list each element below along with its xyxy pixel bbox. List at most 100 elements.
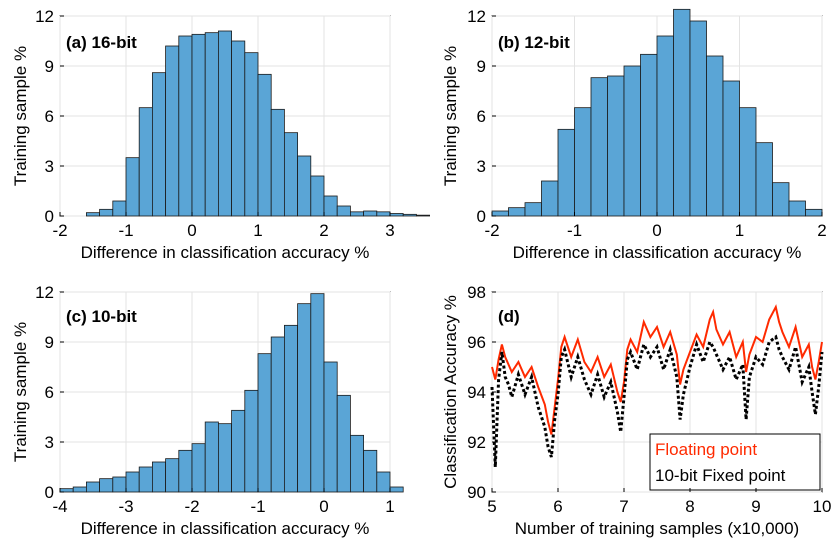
legend-box bbox=[649, 433, 821, 491]
x-tick-label-a: 1 bbox=[253, 221, 262, 240]
x-tick-label-c: -2 bbox=[184, 497, 199, 516]
x-axis-label-d: Number of training samples (x10,000) bbox=[515, 519, 799, 538]
y-tick-label-c: 6 bbox=[45, 383, 54, 402]
y-tick-label-d: 94 bbox=[467, 383, 486, 402]
histogram-bar-c bbox=[165, 458, 180, 493]
y-tick-label-a: 3 bbox=[45, 157, 54, 176]
x-tick-label-b: -2 bbox=[484, 221, 499, 240]
plot-layer-a bbox=[59, 15, 430, 217]
x-tick-label-a: 3 bbox=[385, 221, 394, 240]
histogram-bar-a bbox=[217, 30, 232, 217]
x-axis-label-b: Difference in classification accuracy % bbox=[513, 243, 802, 262]
histogram-bar-c bbox=[270, 336, 285, 493]
x-tick-label-b: -1 bbox=[567, 221, 582, 240]
x-tick-label-b: 2 bbox=[817, 221, 826, 240]
histogram-bar-b bbox=[640, 53, 658, 217]
histogram-bar-a bbox=[191, 33, 206, 217]
x-tick-label-d: 8 bbox=[685, 497, 694, 516]
x-tick-label-d: 6 bbox=[553, 497, 562, 516]
x-tick-label-d: 7 bbox=[619, 497, 628, 516]
histogram-bar-c bbox=[336, 394, 351, 493]
histogram-bar-a bbox=[376, 211, 391, 217]
y-axis-label-b: Training sample % bbox=[441, 46, 460, 186]
histogram-bar-c bbox=[231, 409, 246, 493]
histogram-bar-c bbox=[257, 353, 272, 493]
histogram-bar-c bbox=[389, 486, 404, 493]
y-tick-label-a: 6 bbox=[45, 107, 54, 126]
histogram-bar-c bbox=[191, 443, 206, 493]
histogram-bar-c bbox=[310, 293, 325, 493]
histogram-bar-c bbox=[72, 486, 87, 493]
histogram-bar-c bbox=[363, 449, 378, 493]
histogram-bar-a bbox=[297, 155, 312, 217]
y-axis-label-c: Training sample % bbox=[11, 322, 30, 462]
histogram-bar-b bbox=[722, 80, 740, 217]
histogram-bar-a bbox=[151, 72, 166, 217]
histogram-bar-a bbox=[125, 157, 140, 217]
histogram-bar-b bbox=[607, 75, 625, 217]
histogram-bar-a bbox=[138, 107, 153, 217]
histogram-bar-b bbox=[739, 107, 757, 217]
x-tick-label-a: 0 bbox=[187, 221, 196, 240]
panel-b: (b) 12-bit Difference in classification … bbox=[441, 7, 827, 262]
legend-entry-fixed: 10-bit Fixed point bbox=[655, 466, 786, 485]
panel-label-d: (d) bbox=[498, 307, 520, 326]
histogram-bar-a bbox=[99, 208, 114, 217]
histogram-bar-b bbox=[541, 180, 559, 217]
y-tick-label-b: 9 bbox=[477, 57, 486, 76]
histogram-bar-c bbox=[204, 421, 219, 493]
x-tick-label-c: 0 bbox=[319, 497, 328, 516]
x-tick-label-d: 9 bbox=[751, 497, 760, 516]
histogram-bar-c bbox=[151, 461, 166, 493]
histogram-bar-a bbox=[257, 73, 272, 217]
y-tick-label-c: 3 bbox=[45, 433, 54, 452]
histogram-bar-b bbox=[524, 202, 542, 217]
panel-c: (c) 10-bit Difference in classification … bbox=[11, 283, 404, 538]
x-tick-label-b: 0 bbox=[652, 221, 661, 240]
histogram-bar-c bbox=[99, 478, 114, 493]
histogram-bar-c bbox=[349, 434, 364, 493]
histogram-bar-a bbox=[389, 213, 404, 217]
histogram-bar-a bbox=[349, 211, 364, 217]
histogram-bar-b bbox=[590, 77, 608, 217]
y-axis-label-a: Training sample % bbox=[11, 46, 30, 186]
histogram-bar-b bbox=[656, 35, 674, 217]
y-tick-label-a: 9 bbox=[45, 57, 54, 76]
histogram-bar-c bbox=[86, 481, 101, 493]
panel-label-b: (b) 12-bit bbox=[498, 33, 570, 52]
panel-label-c: (c) 10-bit bbox=[66, 307, 137, 326]
y-tick-label-d: 90 bbox=[467, 483, 486, 502]
x-tick-label-a: 2 bbox=[319, 221, 328, 240]
y-tick-label-c: 9 bbox=[45, 333, 54, 352]
x-tick-label-b: 1 bbox=[735, 221, 744, 240]
series-line-fixed-point bbox=[490, 334, 824, 468]
histogram-bar-b bbox=[574, 107, 592, 217]
histogram-bar-b bbox=[623, 65, 641, 217]
histogram-bar-a bbox=[231, 40, 246, 217]
histogram-bar-b bbox=[772, 182, 790, 217]
histogram-bar-c bbox=[178, 449, 193, 493]
histogram-bar-a bbox=[402, 213, 417, 217]
y-tick-label-d: 96 bbox=[467, 333, 486, 352]
histogram-bar-a bbox=[283, 132, 298, 217]
x-tick-label-c: -4 bbox=[52, 497, 67, 516]
panel-d: (d) Number of training samples (x10,000)… bbox=[441, 283, 831, 538]
y-tick-label-a: 12 bbox=[35, 7, 54, 26]
histogram-bar-c bbox=[217, 423, 232, 493]
histogram-bar-b bbox=[755, 142, 773, 217]
x-tick-label-a: -1 bbox=[118, 221, 133, 240]
histogram-bar-c bbox=[376, 471, 391, 493]
x-tick-label-a: -2 bbox=[52, 221, 67, 240]
histogram-bar-b bbox=[508, 207, 526, 217]
x-tick-label-c: -3 bbox=[118, 497, 133, 516]
plot-layer-c bbox=[59, 291, 404, 493]
histogram-bar-a bbox=[363, 210, 378, 217]
y-tick-label-b: 0 bbox=[477, 207, 486, 226]
histogram-bar-a bbox=[270, 108, 285, 217]
y-tick-label-d: 92 bbox=[467, 433, 486, 452]
panel-label-a: (a) 16-bit bbox=[66, 33, 137, 52]
y-tick-label-a: 0 bbox=[45, 207, 54, 226]
histogram-bar-c bbox=[283, 324, 298, 493]
histogram-bar-b bbox=[557, 128, 575, 217]
